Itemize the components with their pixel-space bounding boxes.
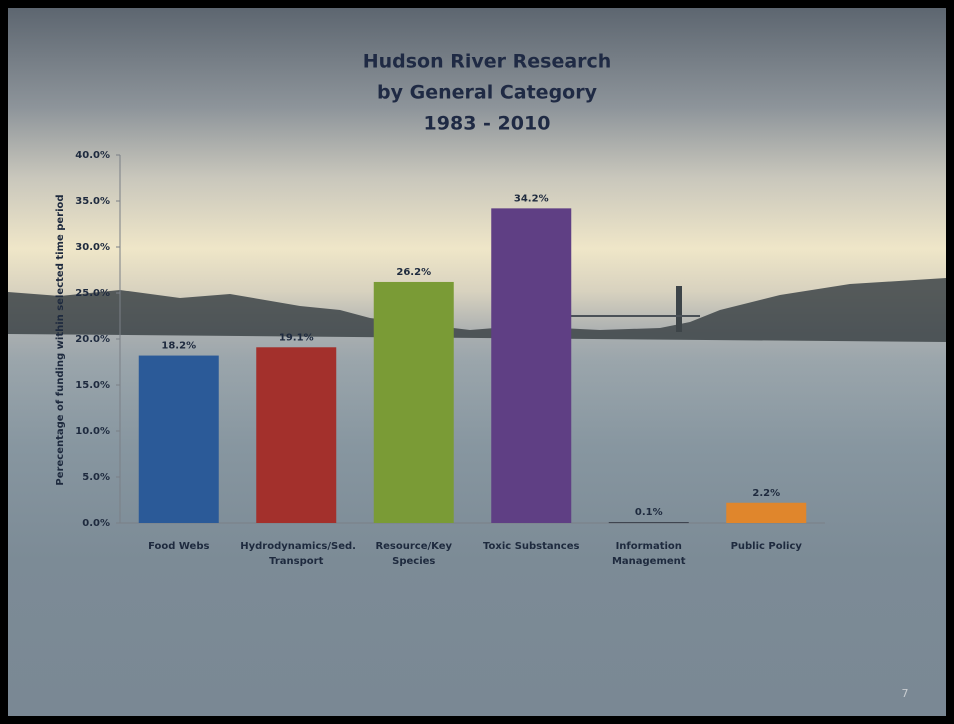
page-number: 7 <box>902 687 909 700</box>
skyline <box>8 278 946 342</box>
x-tick-label: Toxic Substances <box>483 541 580 552</box>
x-tick-label: Resource/Key Species <box>375 541 453 567</box>
y-tick-label: 40.0% <box>75 150 110 161</box>
value-label: 2.2% <box>752 488 780 499</box>
value-label: 19.1% <box>279 332 314 343</box>
x-tick-label: Hydrodynamics/Sed. Transport <box>240 541 356 567</box>
chart-title: 1983 - 2010 <box>424 113 551 135</box>
x-tick-label: Public Policy <box>730 541 802 552</box>
value-label: 26.2% <box>396 267 431 278</box>
bar <box>726 502 807 523</box>
y-tick-label: 10.0% <box>75 426 110 437</box>
y-tick-label: 35.0% <box>75 196 110 207</box>
x-tick-label: Food Webs <box>148 541 210 552</box>
bridge-tower <box>676 286 682 332</box>
y-tick-label: 0.0% <box>82 518 110 529</box>
value-label: 18.2% <box>161 341 196 352</box>
y-tick-label: 5.0% <box>82 472 110 483</box>
y-tick-label: 25.0% <box>75 288 110 299</box>
chart-title: by General Category <box>377 82 598 104</box>
value-label: 0.1% <box>635 507 663 518</box>
bar <box>373 281 454 523</box>
bar <box>491 208 572 524</box>
x-tick-label: Information Management <box>611 541 686 567</box>
chart-title: Hudson River Research <box>363 51 612 73</box>
y-axis-label: Perecentage of funding within selected t… <box>55 194 66 485</box>
bar <box>138 355 219 523</box>
bar <box>608 522 689 524</box>
value-label: 34.2% <box>514 193 549 204</box>
y-tick-label: 20.0% <box>75 334 110 345</box>
y-tick-label: 15.0% <box>75 380 110 391</box>
y-tick-label: 30.0% <box>75 242 110 253</box>
bar <box>256 347 337 523</box>
